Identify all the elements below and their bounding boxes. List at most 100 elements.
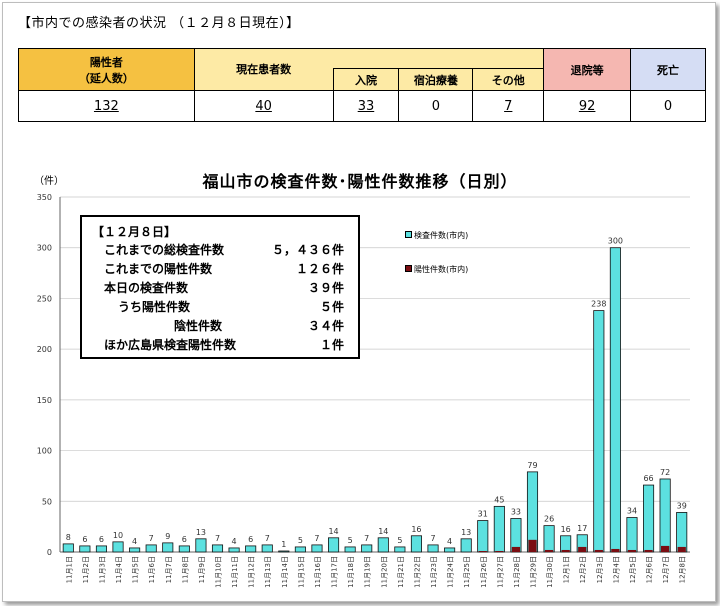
x-tick-label: 11月23日	[430, 556, 438, 588]
x-tick-label: 12月8日	[679, 556, 687, 583]
x-tick-label: 12月3日	[596, 556, 604, 583]
bar-positive	[511, 546, 521, 552]
bar-positive	[627, 549, 637, 552]
bar-positive	[544, 549, 554, 552]
x-tick-label: 11月2日	[82, 556, 90, 583]
data-label-tests: 17	[577, 524, 587, 533]
x-tick-label: 11月4日	[115, 556, 123, 583]
data-label-tests: 8	[66, 533, 71, 542]
header-current: 現在患者数	[193, 63, 334, 91]
bar-tests	[643, 484, 655, 553]
y-tick-label: 350	[37, 193, 52, 202]
value-hospitalized-link[interactable]: 33	[357, 98, 375, 114]
value-other-link[interactable]: 7	[504, 98, 513, 114]
value-positive: 132	[18, 90, 195, 122]
legend-label-positive: 陽性件数(市内)	[414, 265, 469, 274]
y-axis-unit: （件）	[34, 176, 64, 187]
x-tick-label: 12月6日	[646, 556, 654, 583]
bar-tests	[245, 545, 257, 553]
data-label-tests: 33	[511, 508, 521, 517]
data-label-tests: 238	[591, 300, 606, 309]
header-hotel: 宿泊療養	[398, 68, 474, 91]
value-current-link[interactable]: 40	[255, 98, 272, 114]
bar-tests	[543, 525, 555, 553]
x-tick-label: 11月25日	[463, 556, 471, 588]
info-row-prefecture-value: １件	[319, 338, 344, 352]
y-tick-label: 300	[37, 244, 52, 253]
header-hospitalized: 入院	[332, 68, 400, 91]
bar-tests	[444, 547, 456, 553]
value-discharged-link[interactable]: 92	[578, 98, 596, 114]
x-tick-label: 11月11日	[231, 556, 239, 588]
header-current-top	[193, 48, 545, 69]
bar-tests	[211, 544, 224, 553]
bar-tests	[659, 478, 671, 553]
data-label-tests: 7	[314, 534, 319, 543]
info-row-today-positive-label: うち陽性件数	[118, 300, 191, 314]
bar-positive	[495, 550, 504, 552]
info-box-date: 【１２月８日】	[92, 225, 177, 239]
data-label-tests: 31	[478, 510, 488, 519]
info-row-today-negative-label: 陰性件数	[174, 319, 223, 333]
page-title: 【市内での感染者の状況 （１２月８日現在）】	[18, 16, 300, 31]
data-label-tests: 6	[99, 535, 104, 544]
data-label-tests: 5	[348, 536, 353, 545]
chart-title: 福山市の検査件数･陽性件数推移（日別）	[202, 172, 518, 191]
data-label-tests: 7	[149, 534, 154, 543]
bar-tests	[427, 544, 439, 553]
bar-tests	[228, 547, 240, 553]
data-label-tests: 16	[411, 525, 421, 534]
x-tick-label: 11月7日	[165, 556, 173, 583]
bar-tests	[410, 535, 422, 553]
data-label-tests: 5	[397, 536, 402, 545]
x-tick-label: 11月10日	[215, 556, 223, 588]
y-tick-label: 50	[42, 497, 52, 506]
bar-positive	[594, 549, 603, 552]
value-hospitalized: 33	[332, 90, 400, 122]
bar-positive	[528, 539, 537, 552]
value-positive-link[interactable]: 132	[93, 98, 119, 114]
info-row-total-tests-value: ５，４３６件	[271, 243, 344, 257]
bar-tests	[593, 310, 605, 553]
info-row-prefecture-label: ほか広島県検査陽性件数	[104, 338, 237, 352]
y-tick-label: 0	[47, 548, 52, 557]
header-positive-line1: 陽性者	[89, 55, 123, 69]
x-tick-label: 11月27日	[496, 556, 504, 588]
data-label-tests: 45	[494, 495, 504, 504]
bar-positive	[611, 548, 620, 552]
value-deaths: 0	[630, 90, 706, 122]
bar-positive	[660, 545, 670, 552]
data-label-tests: 26	[544, 515, 554, 524]
x-tick-label: 12月1日	[563, 556, 571, 583]
x-tick-label: 11月24日	[447, 556, 455, 588]
data-label-tests: 14	[378, 527, 388, 536]
info-row-total-positive-label: これまでの陽性件数	[104, 262, 213, 276]
x-tick-label: 11月29日	[530, 556, 538, 588]
x-tick-label: 11月5日	[132, 556, 140, 583]
header-positive-line2: （延人数）	[78, 71, 134, 85]
data-label-tests: 1	[281, 540, 286, 549]
bar-tests	[162, 542, 174, 553]
data-label-tests: 4	[232, 537, 237, 546]
x-tick-label: 11月12日	[248, 556, 256, 588]
data-label-tests: 13	[196, 528, 206, 537]
x-tick-label: 11月8日	[181, 556, 189, 583]
data-label-tests: 4	[447, 537, 452, 546]
bar-tests	[62, 543, 74, 553]
x-tick-label: 11月6日	[148, 556, 156, 583]
x-tick-label: 12月4日	[612, 556, 620, 583]
data-label-tests: 7	[215, 534, 220, 543]
info-row-today-tests-label: 本日の検査件数	[104, 281, 189, 295]
bar-positive	[478, 550, 487, 552]
x-tick-label: 11月21日	[397, 556, 405, 588]
y-tick-label: 100	[37, 447, 52, 456]
data-label-tests: 13	[461, 528, 471, 537]
bar-tests	[95, 545, 107, 553]
bar-tests	[676, 512, 688, 553]
y-tick-label: 200	[37, 345, 52, 354]
x-tick-label: 11月20日	[380, 556, 388, 588]
x-tick-label: 12月5日	[629, 556, 637, 583]
y-tick-label: 250	[37, 294, 52, 303]
bar-tests	[129, 547, 141, 553]
x-tick-label: 11月26日	[480, 556, 488, 588]
